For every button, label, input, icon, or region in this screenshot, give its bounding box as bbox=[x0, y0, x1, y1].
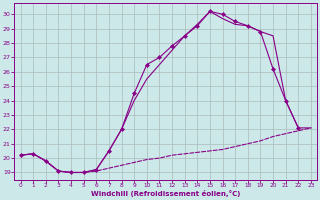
X-axis label: Windchill (Refroidissement éolien,°C): Windchill (Refroidissement éolien,°C) bbox=[91, 190, 240, 197]
